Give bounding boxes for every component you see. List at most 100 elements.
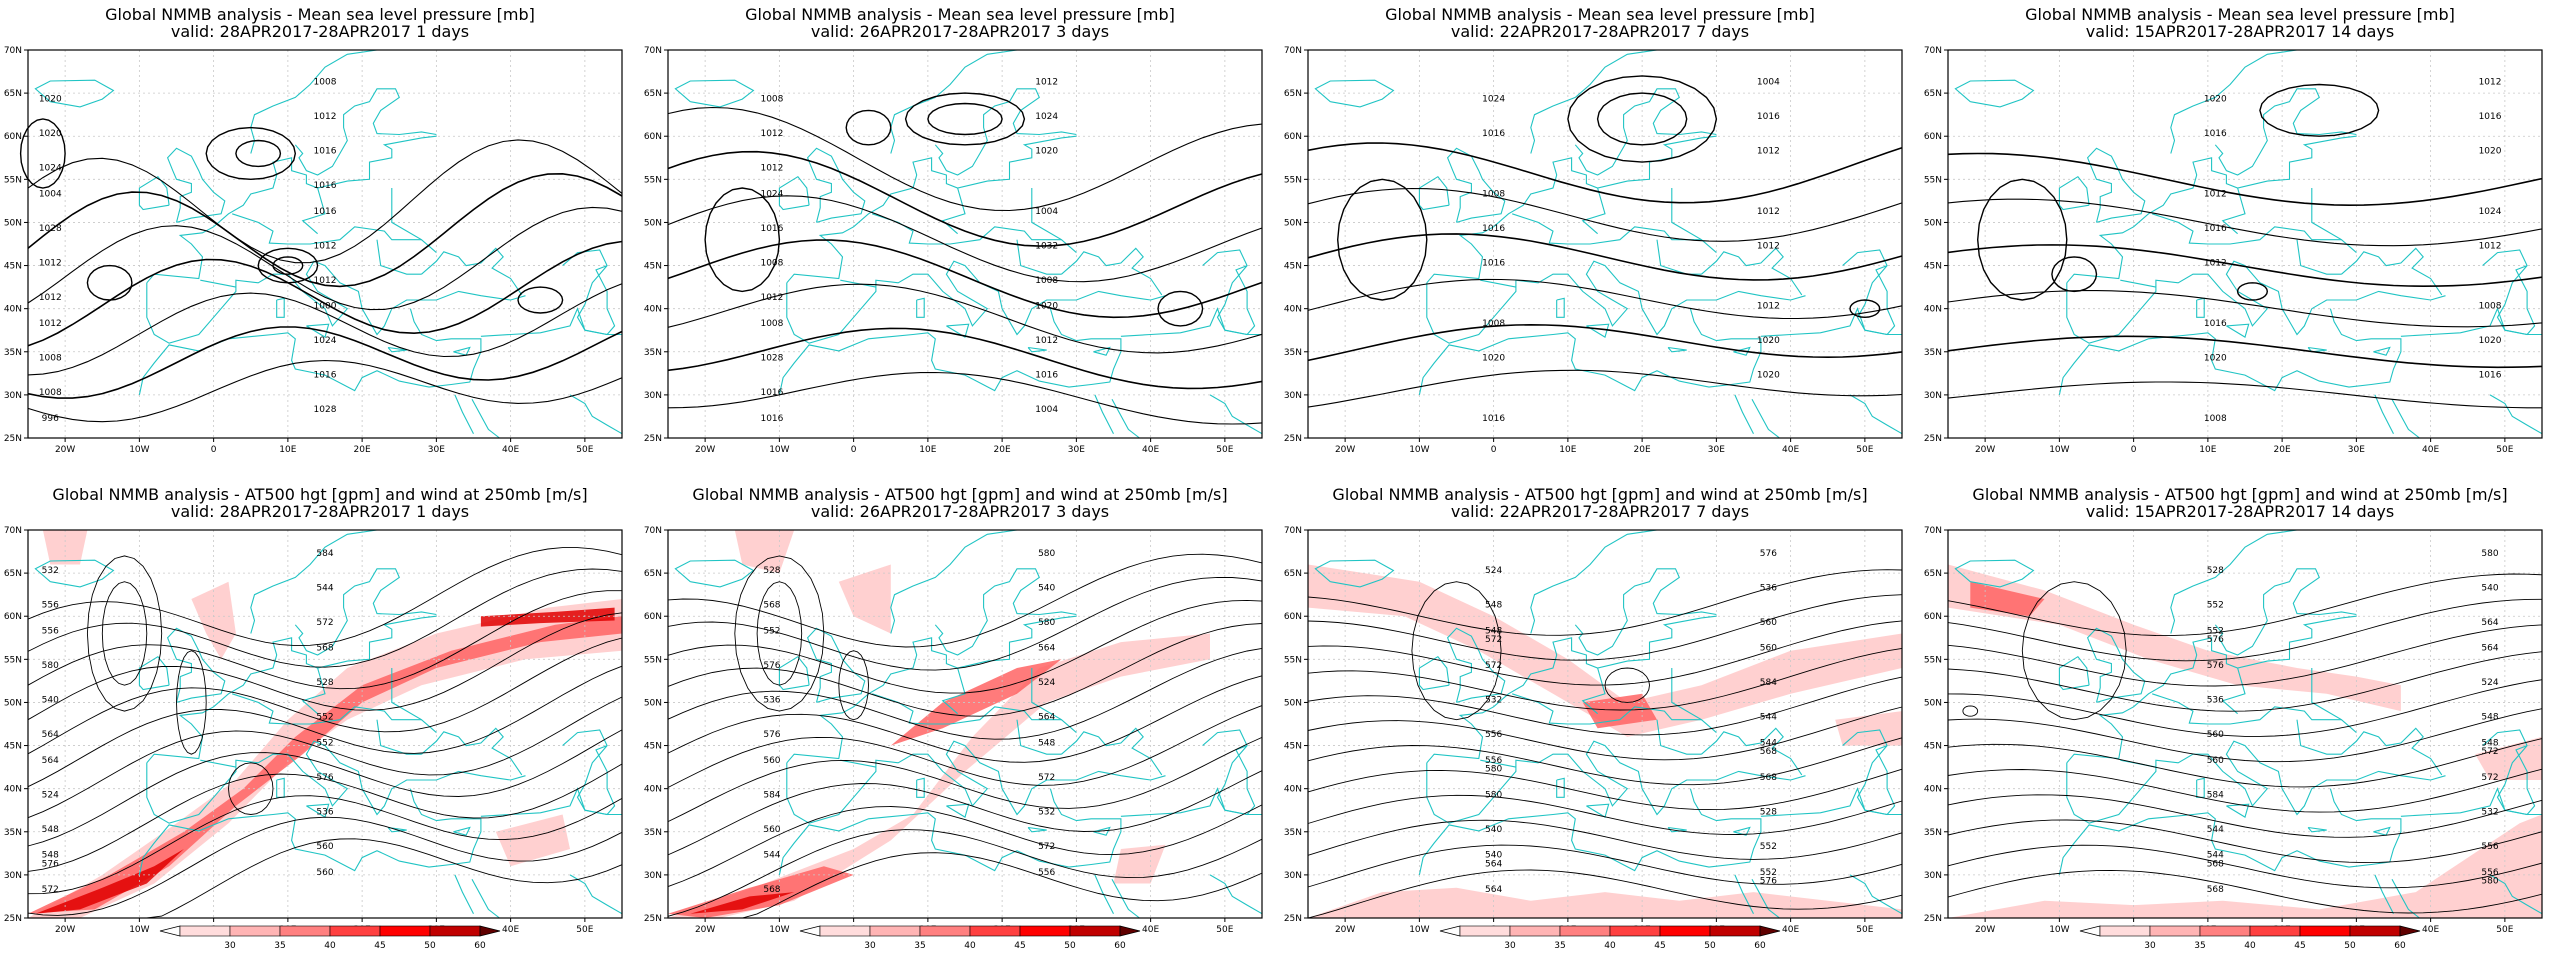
lon-tick-label: 20W	[55, 925, 75, 935]
contour-label: 528	[1760, 808, 1777, 818]
contour-label: 524	[1485, 566, 1502, 576]
coastline	[1574, 568, 1717, 656]
lat-tick-label: 40N	[644, 305, 662, 315]
contour-label: 552	[1760, 842, 1777, 852]
contour-label: 564	[1485, 859, 1502, 869]
contour-label: 1032	[1035, 241, 1058, 251]
isobar-contour	[1567, 75, 1718, 163]
lon-tick-label: 10W	[1409, 445, 1429, 455]
lat-tick-label: 25N	[644, 914, 662, 924]
height-contour	[1307, 647, 1903, 711]
contour-label: 1016	[1482, 129, 1505, 139]
contour-label: 1008	[2204, 414, 2227, 424]
coastline	[2373, 826, 2391, 836]
contour-label: 1016	[2204, 224, 2227, 234]
contour-label: 576	[2207, 635, 2224, 645]
contour-label: 572	[2481, 773, 2498, 783]
lat-tick-label: 25N	[1284, 914, 1302, 924]
contour-label: 1004	[1035, 405, 1058, 415]
lon-tick-label: 40E	[502, 445, 519, 455]
coastline	[1512, 693, 1702, 725]
lon-tick-label: 50E	[1216, 925, 1233, 935]
contour-label: 584	[763, 790, 780, 800]
coastline	[2296, 719, 2342, 755]
contour-label: 1012	[2204, 259, 2227, 269]
coastline	[1314, 559, 1395, 588]
colorbar-segment	[1559, 925, 1611, 937]
coastline	[2391, 398, 2420, 439]
coastline	[872, 693, 1062, 725]
height-contour	[27, 795, 623, 895]
contour-label: 1020	[2479, 146, 2502, 156]
contour-label: 560	[763, 825, 780, 835]
contour-label: 1012	[39, 319, 62, 329]
height-contour	[734, 555, 825, 712]
lon-tick-label: 20W	[55, 445, 75, 455]
coastline	[1027, 826, 1047, 833]
colorbar-tick-label: 45	[1014, 941, 1025, 951]
coastline	[391, 668, 437, 734]
coastline	[1671, 668, 1717, 734]
contour-label: 560	[316, 842, 333, 852]
height-contour	[1947, 768, 2543, 813]
coastline	[166, 627, 226, 703]
panel-title: Global NMMB analysis - AT500 hgt [gpm] a…	[1332, 485, 1868, 504]
lon-tick-label: 20E	[994, 445, 1011, 455]
coastline	[1734, 394, 1754, 434]
contour-label: 1028	[760, 353, 783, 363]
contour-label: 536	[763, 695, 780, 705]
colorbar-max-arrow	[2399, 925, 2421, 937]
contour-label: 1016	[1482, 224, 1505, 234]
coastline	[1556, 297, 1565, 318]
contour-label: 564	[42, 756, 59, 766]
contour-label: 1020	[2204, 95, 2227, 105]
contour-label: 544	[1760, 739, 1777, 749]
height-contour	[667, 736, 1263, 823]
lat-tick-label: 60N	[1284, 612, 1302, 622]
height-contour	[1307, 706, 1903, 761]
height-contour	[1307, 737, 1903, 786]
colorbar-min-arrow	[2079, 925, 2101, 937]
contour-label: 544	[763, 851, 780, 861]
contour-label: 1016	[1482, 414, 1505, 424]
coastline	[1574, 88, 1717, 176]
coastline	[569, 394, 623, 435]
coastline	[2307, 346, 2327, 353]
coastline	[138, 655, 170, 691]
colorbar-tick-label: 40	[964, 941, 976, 951]
lat-tick-label: 50N	[1924, 698, 1942, 708]
height-contour	[667, 829, 1263, 917]
coastline	[890, 49, 1018, 154]
height-contour	[27, 568, 623, 668]
colorbar-tick-label: 40	[1604, 941, 1616, 951]
map-canvas: 544 548 552 556 560 564 568 572 576 580 584 524 528 5…	[1924, 526, 2543, 935]
coastline	[1581, 187, 1606, 235]
coastline	[306, 803, 330, 818]
contour-label: 540	[2481, 583, 2498, 593]
contour-label: 548	[1485, 626, 1502, 636]
coastline	[786, 740, 1166, 824]
isobar-contour	[27, 240, 623, 347]
lon-tick-label: 20E	[1634, 445, 1651, 455]
height-contour	[1947, 573, 2543, 637]
lat-tick-label: 50N	[1284, 698, 1302, 708]
contour-label: 1016	[760, 388, 783, 398]
contour-label: 556	[42, 601, 59, 611]
coastline	[1061, 727, 1163, 776]
contour-label: 1012	[1757, 207, 1780, 217]
coastline	[454, 874, 474, 914]
lat-tick-label: 45N	[644, 262, 662, 272]
height-contour	[667, 675, 1263, 763]
height-contour	[667, 553, 1263, 648]
coastline	[1581, 667, 1606, 715]
contour-label: 548	[2481, 713, 2498, 723]
coastline	[941, 667, 966, 715]
coastline	[1426, 260, 1806, 344]
isobar-contour	[667, 195, 1263, 283]
colorbar-min-arrow	[799, 925, 821, 937]
height-contour	[27, 612, 623, 721]
contour-label: 560	[2207, 756, 2224, 766]
lon-tick-label: 40E	[1782, 925, 1799, 935]
coastline	[562, 249, 616, 336]
coastline	[453, 826, 471, 836]
